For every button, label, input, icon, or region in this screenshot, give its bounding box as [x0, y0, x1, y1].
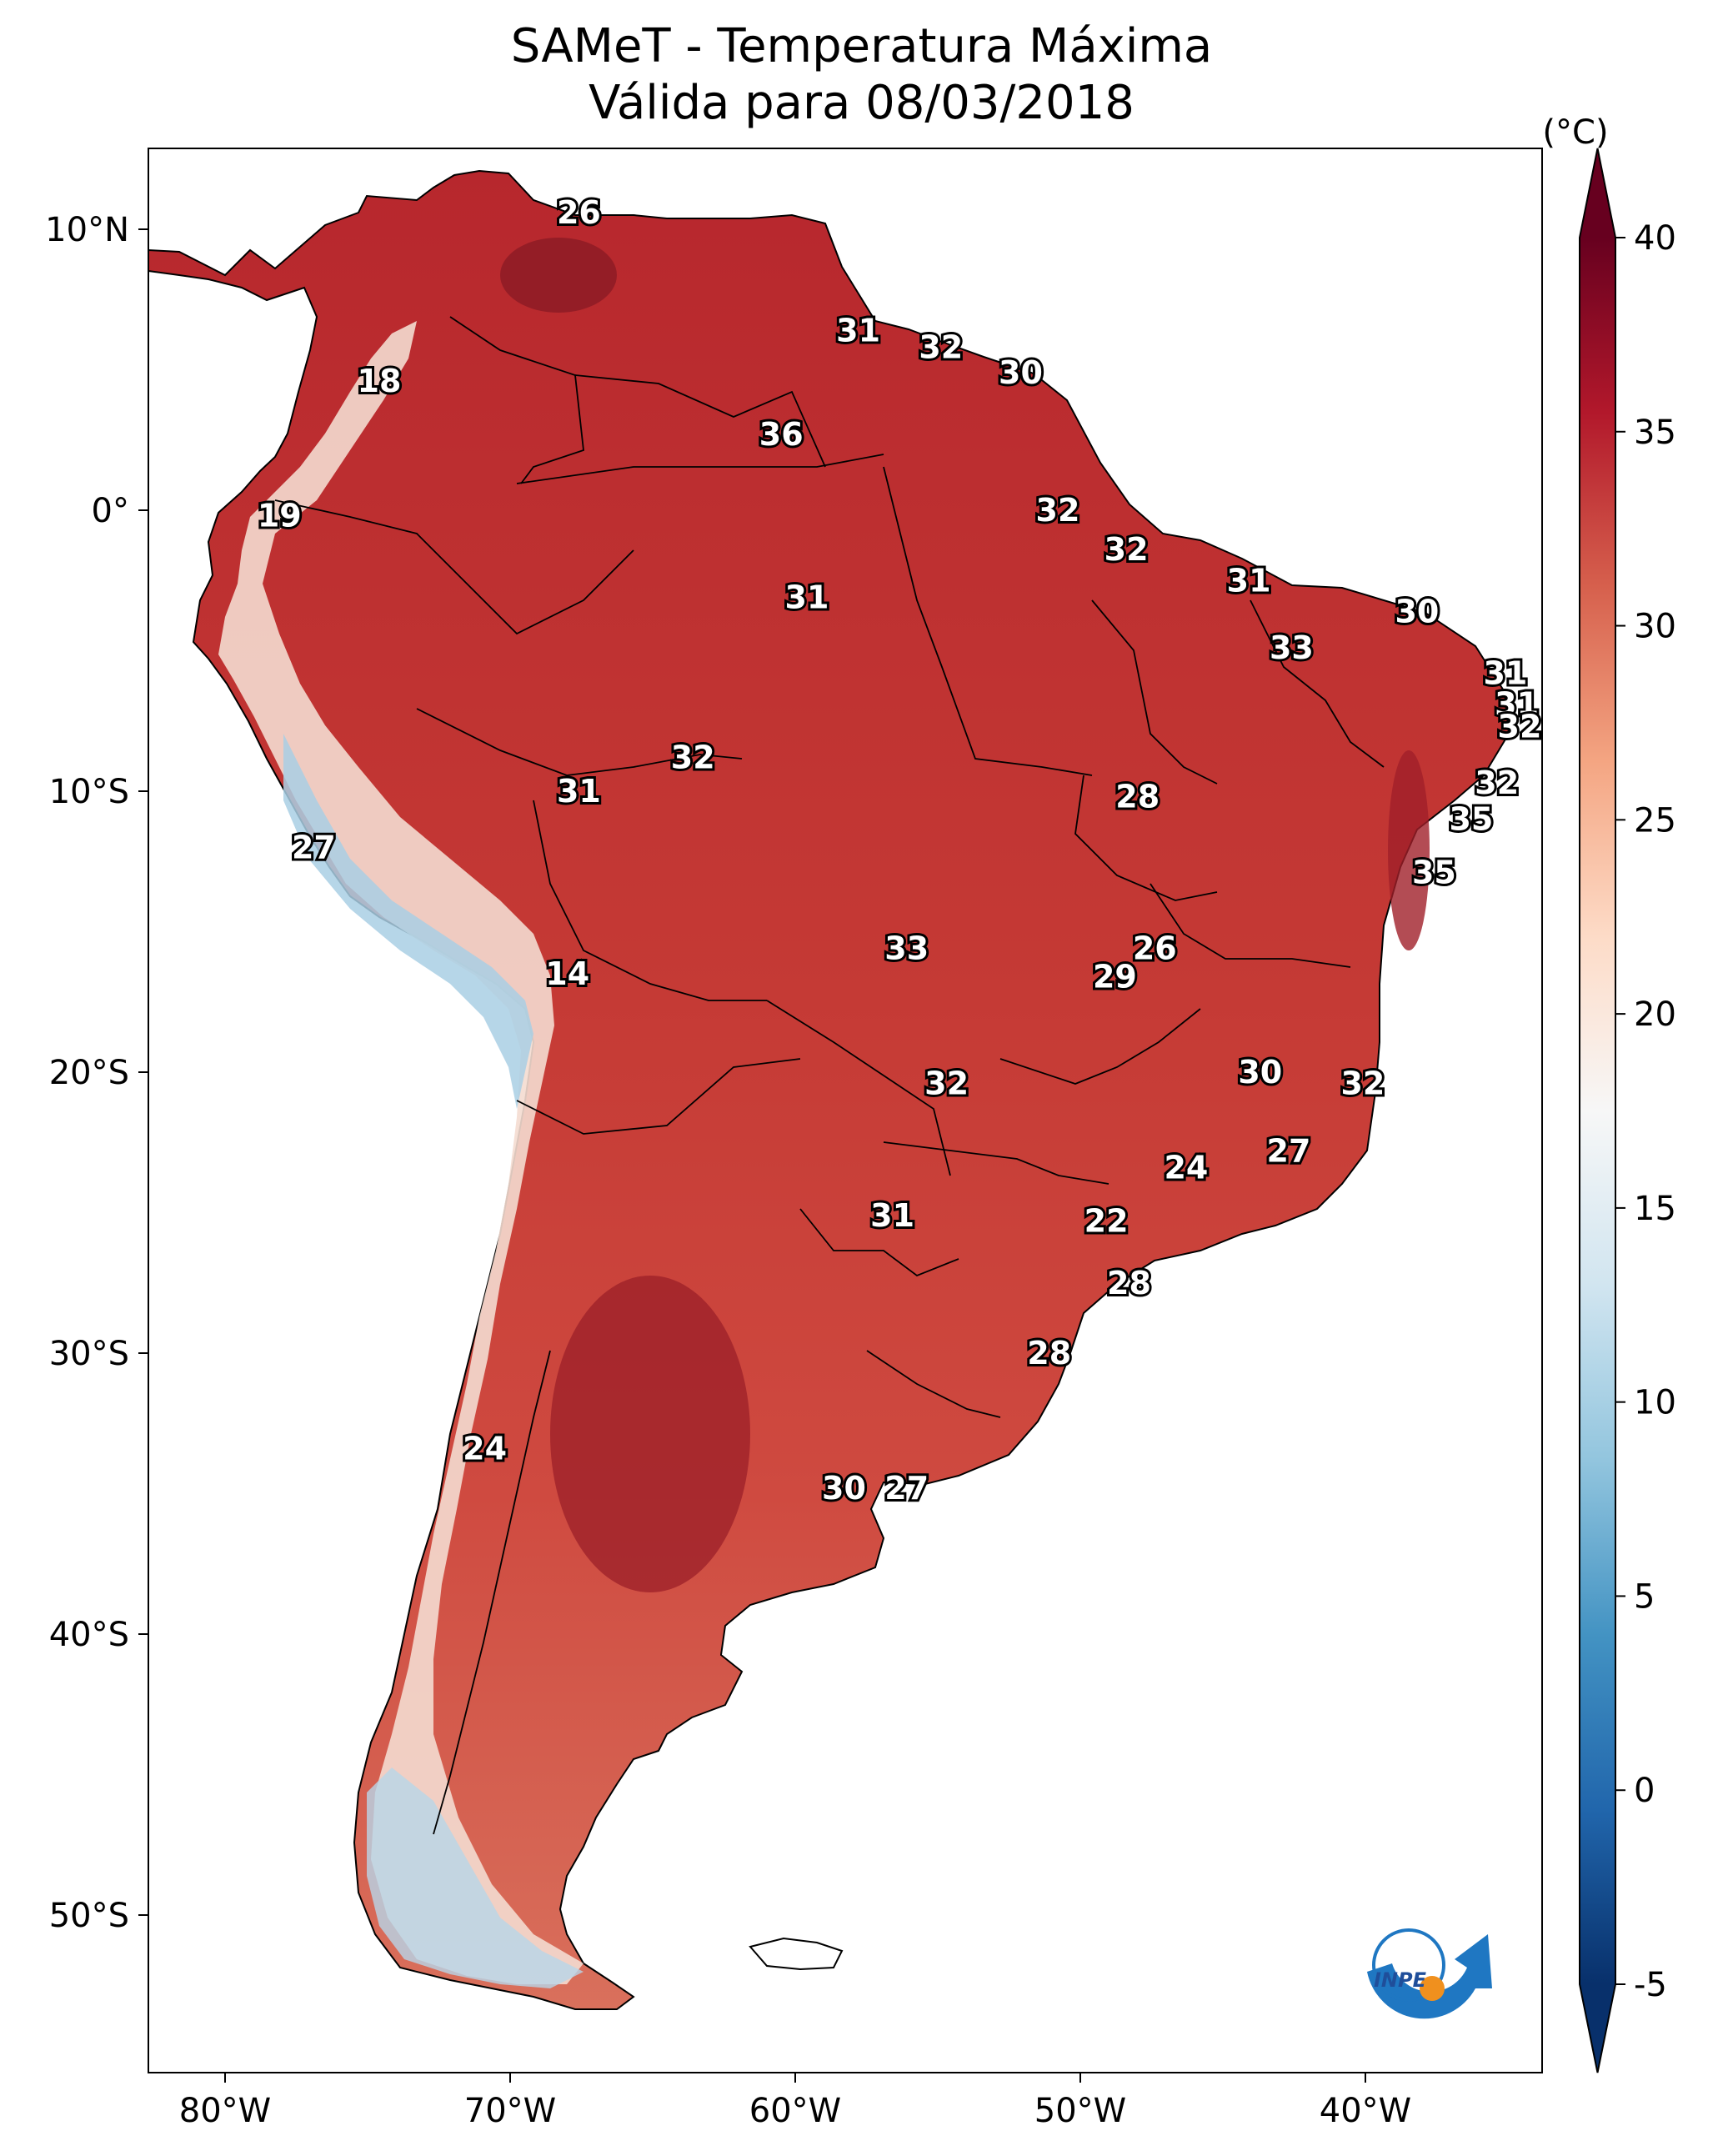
y-tick-label: 10°N [45, 211, 129, 249]
colorbar-tick-label: 30 [1634, 608, 1676, 646]
x-tick-label: 50°W [1034, 2092, 1126, 2130]
x-tick-label: 80°W [179, 2092, 271, 2130]
y-tick-labels: 10°N 0° 10°S 20°S 30°S 40°S 50°S [45, 211, 129, 1935]
temperature-value-label: 33 [1270, 629, 1314, 666]
temperature-value-label: 19 [258, 498, 302, 534]
falkland-islands [749, 1937, 844, 1971]
y-tick-label: 40°S [49, 1616, 129, 1654]
hot-area-argentina [550, 1276, 750, 1592]
temperature-value-label: 26 [557, 194, 601, 231]
logo-text: INPE [1374, 1968, 1427, 1992]
temperature-value-label: 32 [671, 740, 715, 776]
temperature-value-label: 31 [1495, 686, 1539, 723]
temperature-value-label: 30 [1395, 593, 1439, 629]
colorbar-ramp [1580, 238, 1615, 1984]
map-title: SAMeT - Temperatura Máxima [510, 19, 1213, 73]
colorbar-upper-arrow [1580, 148, 1615, 238]
colorbar-tick-label: 15 [1634, 1190, 1676, 1228]
map-subtitle: Válida para 08/03/2018 [589, 76, 1134, 130]
colorbar-unit: (°C) [1542, 113, 1608, 152]
temperature-value-label: 28 [1027, 1335, 1071, 1371]
colorbar-tick-label: 10 [1634, 1384, 1676, 1422]
colorbar-tick-label: 20 [1634, 995, 1676, 1034]
colorbar-tick-label: 5 [1634, 1577, 1655, 1616]
temperature-value-label: 32 [1498, 709, 1542, 745]
x-tick-label: 70°W [464, 2092, 556, 2130]
colorbar-lower-arrow [1580, 1984, 1615, 2073]
temperature-value-label: 32 [924, 1065, 969, 1102]
temperature-value-label: 27 [1267, 1132, 1311, 1169]
temperature-value-label: 31 [870, 1197, 914, 1234]
temperature-value-label: 31 [836, 312, 880, 348]
colorbar-tick-label: -5 [1634, 1966, 1667, 2004]
colorbar-tick-label: 40 [1634, 219, 1676, 258]
andes-coldest-band [283, 734, 533, 1109]
colorbar-tick-label: 35 [1634, 414, 1676, 452]
temperature-value-label: 22 [1084, 1203, 1129, 1240]
temperature-value-label: 35 [1449, 801, 1493, 838]
temperature-value-label: 24 [463, 1431, 507, 1467]
temperature-value-label: 28 [1107, 1265, 1151, 1301]
x-tick-label: 60°W [749, 2092, 841, 2130]
x-tick-label: 40°W [1320, 2092, 1411, 2130]
patagonia-cool [367, 1767, 584, 1988]
colorbar: (°C) 40 35 30 25 20 15 10 5 0 -5 [1542, 113, 1676, 2073]
logo-ring [1372, 1928, 1445, 2002]
y-tick-label: 0° [92, 492, 129, 530]
temperature-value-label: 30 [1238, 1054, 1282, 1091]
temperature-value-label: 31 [1227, 562, 1271, 599]
x-tick-labels: 80°W 70°W 60°W 50°W 40°W [179, 2092, 1411, 2130]
temperature-value-label: 35 [1412, 855, 1456, 891]
hot-area-bahia-coast [1388, 750, 1430, 950]
temperature-value-label: 32 [1104, 531, 1149, 568]
country-borders [274, 316, 1385, 1835]
colorbar-tick-label: 25 [1634, 801, 1676, 840]
y-tick-label: 20°S [49, 1054, 129, 1092]
temperature-value-label: 32 [1475, 765, 1519, 801]
temperature-value-label: 30 [999, 354, 1043, 391]
temperature-value-label: 32 [1340, 1065, 1385, 1102]
andes-cool-band [218, 321, 584, 1984]
y-tick-label: 50°S [49, 1897, 129, 1935]
temperature-value-label: 27 [292, 829, 336, 865]
temperature-value-label: 32 [919, 329, 963, 366]
logo-orange-dot [1420, 1976, 1445, 2001]
y-tick-label: 30°S [49, 1335, 129, 1373]
temperature-value-label: 29 [1093, 958, 1137, 995]
temperature-value-label: 18 [358, 363, 402, 399]
temperature-value-label: 36 [759, 416, 804, 453]
temperature-value-label: 33 [884, 930, 929, 967]
y-tick-label: 10°S [49, 773, 129, 811]
temperature-value-label: 31 [1483, 655, 1527, 692]
temperature-value-label: 32 [1036, 492, 1080, 529]
temperature-value-label: 26 [1133, 930, 1177, 967]
temperature-value-label: 24 [1164, 1150, 1208, 1186]
temperature-value-label: 28 [1115, 779, 1160, 815]
colorbar-tick-label: 0 [1634, 1772, 1655, 1810]
axis-ticks [138, 228, 1366, 2083]
temperature-value-label: 30 [822, 1470, 866, 1507]
temperature-value-label: 31 [557, 773, 601, 810]
temperature-value-label: 31 [785, 579, 829, 616]
hot-area-venezuela [500, 238, 617, 313]
inpe-logo: INPE [1367, 1928, 1492, 2019]
temperature-value-label: 14 [545, 955, 589, 992]
temperature-value-label: 27 [884, 1470, 929, 1507]
colorbar-ticks: 40 35 30 25 20 15 10 5 0 -5 [1615, 219, 1676, 2004]
